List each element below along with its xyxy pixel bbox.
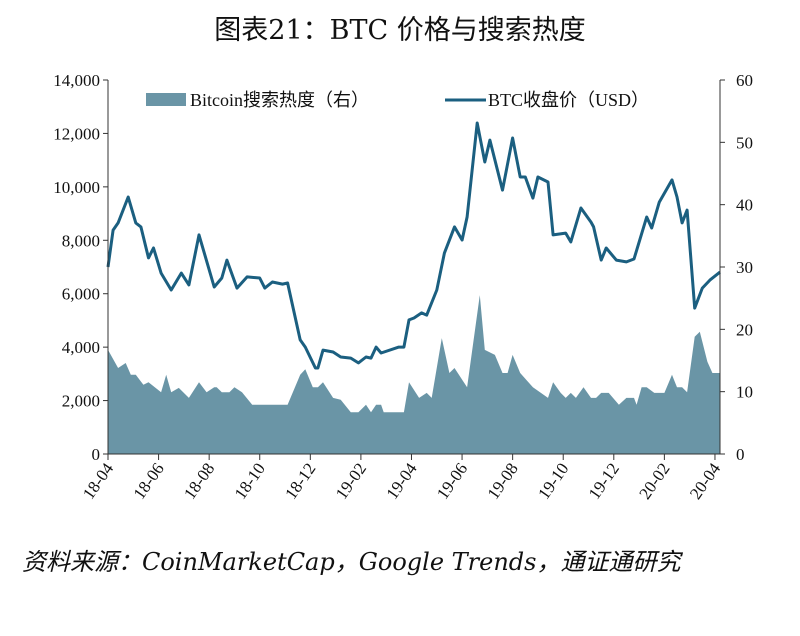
- right-tick-label: 10: [736, 383, 753, 402]
- left-tick-label: 10,000: [53, 178, 100, 197]
- x-tick-label: 18-04: [79, 459, 118, 503]
- x-tick-label: 20-04: [686, 459, 725, 503]
- right-tick-label: 20: [736, 320, 753, 339]
- x-tick-label: 18-10: [231, 459, 269, 502]
- right-tick-label: 40: [736, 196, 753, 215]
- x-tick-label: 19-08: [484, 459, 522, 502]
- right-tick-label: 60: [736, 71, 753, 90]
- right-tick-label: 0: [736, 445, 745, 464]
- left-tick-label: 6,000: [62, 285, 100, 304]
- x-tick-label: 18-12: [281, 459, 319, 502]
- left-tick-label: 2,000: [62, 392, 100, 411]
- legend-label-search-heat: Bitcoin搜索热度（右）: [190, 90, 369, 110]
- legend-label-btc-price: BTC收盘价（USD）: [488, 90, 649, 110]
- search-heat-area: [108, 295, 721, 454]
- x-tick-label: 19-02: [332, 459, 370, 502]
- x-tick-label: 19-12: [585, 459, 623, 502]
- right-tick-label: 50: [736, 133, 753, 152]
- left-tick-label: 0: [92, 445, 101, 464]
- x-tick-label: 19-10: [534, 459, 572, 502]
- right-tick-label: 30: [736, 258, 753, 277]
- x-tick-label: 19-06: [433, 459, 471, 502]
- left-tick-label: 14,000: [53, 71, 100, 90]
- x-tick-label: 20-02: [635, 459, 673, 502]
- left-tick-label: 8,000: [62, 231, 100, 250]
- btc-price-line: [106, 121, 721, 370]
- x-tick-label: 19-04: [382, 459, 421, 503]
- legend-swatch-area: [146, 93, 186, 106]
- left-tick-label: 4,000: [62, 338, 100, 357]
- x-tick-label: 18-08: [180, 459, 218, 502]
- source-note: 资料来源：CoinMarketCap，Google Trends，通证通研究: [22, 548, 681, 576]
- x-tick-label: 18-06: [130, 459, 168, 502]
- chart-title: 图表21：BTC 价格与搜索热度: [214, 15, 586, 46]
- left-tick-label: 12,000: [53, 124, 100, 143]
